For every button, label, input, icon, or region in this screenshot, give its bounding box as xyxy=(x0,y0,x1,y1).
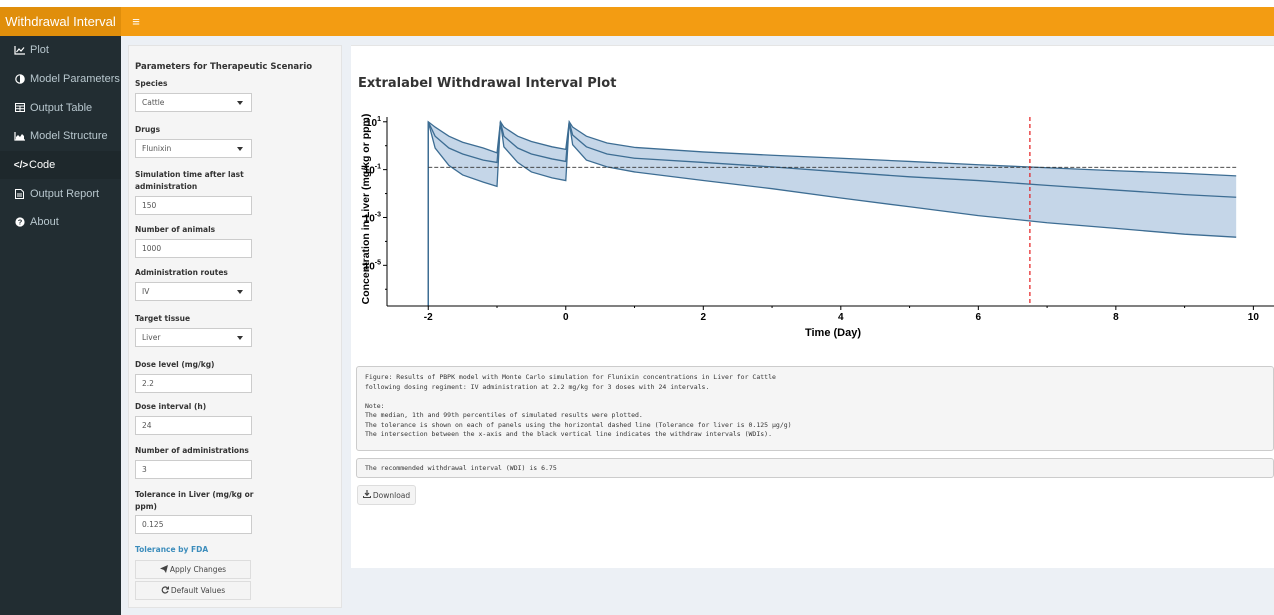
tissue-label: Target tissue xyxy=(135,314,191,323)
default-values-label: Default Values xyxy=(170,586,226,595)
sidebar-item-model-structure[interactable]: Model Structure xyxy=(0,122,121,151)
apply-changes-label: Apply Changes xyxy=(169,565,227,574)
species-select[interactable]: Cattle xyxy=(135,93,252,112)
sidebar-item-output-report[interactable]: Output Report xyxy=(0,179,121,208)
paper-plane-icon xyxy=(159,564,168,575)
caret-down-icon xyxy=(237,335,243,340)
tolerance-input[interactable]: 0.125 xyxy=(135,515,252,534)
caret-down-icon xyxy=(237,146,243,151)
num-admin-label: Number of administrations xyxy=(135,446,249,455)
line-chart-icon xyxy=(13,45,26,55)
caret-down-icon xyxy=(237,289,243,294)
x-tick-label: 0 xyxy=(563,312,569,323)
question-icon: ? xyxy=(13,217,26,228)
x-tick-label: 10 xyxy=(1248,312,1260,323)
tissue-value: Liver xyxy=(142,333,161,342)
hamburger-icon[interactable]: ≡ xyxy=(132,14,140,29)
y-tick-label: 10-1 xyxy=(364,164,381,177)
sidebar-item-label: Output Report xyxy=(30,187,100,200)
percentile-band xyxy=(428,121,1237,306)
x-tick-label: -2 xyxy=(424,312,433,323)
sim-time-input[interactable]: 150 xyxy=(135,196,252,215)
x-tick-label: 2 xyxy=(701,312,707,323)
species-label: Species xyxy=(135,79,168,88)
plot-title: Extralabel Withdrawal Interval Plot xyxy=(358,76,617,91)
tolerance-label: Tolerance in Liver (mg/kg or ppm) xyxy=(135,490,254,511)
y-axis-label: Concentration in Liver (mg/kg or ppm) xyxy=(360,114,372,305)
y-tick-label: 10-5 xyxy=(364,259,381,272)
x-tick-label: 8 xyxy=(1113,312,1119,323)
file-icon xyxy=(13,188,26,199)
default-values-button[interactable]: Default Values xyxy=(135,581,251,600)
caret-down-icon xyxy=(237,100,243,105)
dose-level-input[interactable]: 2.2 xyxy=(135,374,252,393)
y-tick-label: 101 xyxy=(366,116,381,129)
sidebar-item-code[interactable]: </> Code xyxy=(0,150,121,180)
apply-changes-button[interactable]: Apply Changes xyxy=(135,560,251,579)
tolerance-fda-link[interactable]: Tolerance by FDA xyxy=(135,545,209,554)
routes-select[interactable]: IV xyxy=(135,282,252,301)
num-admin-input[interactable]: 3 xyxy=(135,460,252,479)
animals-label: Number of animals xyxy=(135,225,216,234)
dose-interval-input[interactable]: 24 xyxy=(135,416,252,435)
series-line xyxy=(427,121,1237,306)
sidebar-item-model-parameters[interactable]: Model Parameters xyxy=(0,65,121,94)
x-axis-label: Time (Day) xyxy=(805,327,861,339)
download-icon xyxy=(362,490,371,500)
sidebar-item-plot[interactable]: Plot xyxy=(0,36,121,65)
routes-value: IV xyxy=(142,287,150,296)
code-icon: </> xyxy=(13,159,29,171)
header-bar: Withdrawal Interval ≡ xyxy=(0,7,1274,36)
refresh-icon xyxy=(161,585,169,596)
routes-label: Administration routes xyxy=(135,268,228,277)
sidebar-item-label: Model Structure xyxy=(30,130,108,143)
parameters-panel: Parameters for Therapeutic Scenario Spec… xyxy=(128,45,342,608)
sidebar: Plot Model Parameters Output Table Model… xyxy=(0,36,121,615)
drugs-value: Flunixin xyxy=(142,144,172,153)
table-icon xyxy=(13,103,26,113)
y-tick-label: 10-3 xyxy=(364,211,381,224)
x-tick-label: 6 xyxy=(976,312,982,323)
drugs-select[interactable]: Flunixin xyxy=(135,139,252,158)
main-panel: Extralabel Withdrawal Interval Plot -2 0 2… xyxy=(351,45,1274,568)
app-title: Withdrawal Interval xyxy=(0,7,121,36)
wdi-result: The recommended withdrawal interval (WDI… xyxy=(356,458,1274,478)
sidebar-item-label: Plot xyxy=(30,44,49,57)
sidebar-item-label: Output Table xyxy=(30,101,93,114)
download-label: Download xyxy=(372,490,411,500)
svg-text:?: ? xyxy=(17,218,22,227)
sidebar-item-label: Code xyxy=(29,159,56,172)
sidebar-item-label: Model Parameters xyxy=(30,73,120,86)
withdrawal-interval-plot: -2 0 2 4 6 8 10 101 10-1 10-3 10-5 Time (Day) Conc… xyxy=(360,114,1274,339)
sidebar-item-about[interactable]: ? About xyxy=(0,208,121,237)
half-circle-icon xyxy=(13,74,26,84)
dose-interval-label: Dose interval (h) xyxy=(135,402,207,411)
figure-caption: Figure: Results of PBPK model with Monte… xyxy=(356,366,1274,451)
download-button[interactable]: Download xyxy=(357,485,416,505)
animals-input[interactable]: 1000 xyxy=(135,239,252,258)
panel-title: Parameters for Therapeutic Scenario xyxy=(135,62,313,72)
drugs-label: Drugs xyxy=(135,125,161,134)
top-strip xyxy=(0,0,1274,7)
sidebar-item-output-table[interactable]: Output Table xyxy=(0,93,121,122)
x-tick-label: 4 xyxy=(838,312,844,323)
sidebar-item-label: About xyxy=(30,216,59,229)
tissue-select[interactable]: Liver xyxy=(135,328,252,347)
area-chart-icon xyxy=(13,131,26,141)
species-value: Cattle xyxy=(142,98,165,107)
sim-time-label: Simulation time after last administratio… xyxy=(135,170,244,191)
dose-level-label: Dose level (mg/kg) xyxy=(135,360,215,369)
